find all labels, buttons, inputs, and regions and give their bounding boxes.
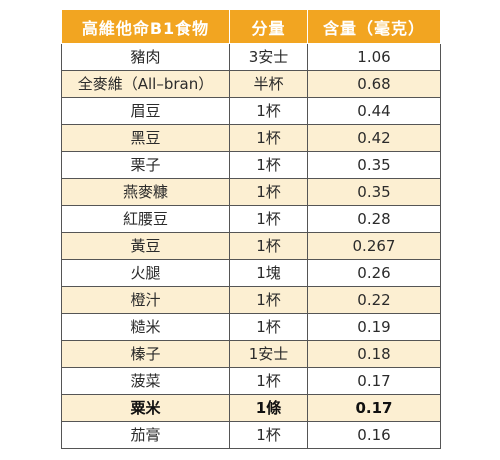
content-cell: 0.17 <box>307 367 441 395</box>
header-content: 含量（毫克） <box>307 9 441 44</box>
table-row: 栗子 1杯 0.35 <box>61 151 441 179</box>
content-cell: 0.68 <box>307 70 441 98</box>
food-cell: 栗子 <box>61 151 230 179</box>
content-cell: 0.18 <box>307 340 441 368</box>
amount-cell: 1杯 <box>229 232 308 260</box>
content-cell: 0.267 <box>307 232 441 260</box>
food-cell: 豬肉 <box>61 43 230 71</box>
content-cell: 0.22 <box>307 286 441 314</box>
table-header-row: 高維他命B1食物 分量 含量（毫克） <box>61 9 441 44</box>
amount-cell: 1杯 <box>229 286 308 314</box>
amount-cell: 1杯 <box>229 151 308 179</box>
amount-cell: 1杯 <box>229 421 308 449</box>
food-cell: 黃豆 <box>61 232 230 260</box>
content-cell: 0.35 <box>307 151 441 179</box>
content-cell: 0.16 <box>307 421 441 449</box>
header-food: 高維他命B1食物 <box>61 9 230 44</box>
amount-cell: 1塊 <box>229 259 308 287</box>
content-cell: 0.28 <box>307 205 441 233</box>
amount-cell: 1杯 <box>229 124 308 152</box>
amount-cell: 1條 <box>229 394 308 422</box>
table-row: 菠菜 1杯 0.17 <box>61 367 441 395</box>
content-cell: 0.26 <box>307 259 441 287</box>
food-cell: 全麥維（All–bran） <box>61 70 230 98</box>
amount-cell: 1杯 <box>229 97 308 125</box>
content-cell: 0.17 <box>307 394 441 422</box>
food-cell: 粟米 <box>61 394 230 422</box>
table-row: 燕麥糠 1杯 0.35 <box>61 178 441 206</box>
amount-cell: 1杯 <box>229 313 308 341</box>
table-row: 茄膏 1杯 0.16 <box>61 421 441 449</box>
food-cell: 火腿 <box>61 259 230 287</box>
food-cell: 眉豆 <box>61 97 230 125</box>
food-cell: 榛子 <box>61 340 230 368</box>
amount-cell: 1杯 <box>229 178 308 206</box>
content-cell: 0.42 <box>307 124 441 152</box>
food-cell: 紅腰豆 <box>61 205 230 233</box>
content-cell: 0.35 <box>307 178 441 206</box>
header-amount: 分量 <box>229 9 308 44</box>
table-row: 火腿 1塊 0.26 <box>61 259 441 287</box>
table-row: 黃豆 1杯 0.267 <box>61 232 441 260</box>
table-row: 榛子 1安士 0.18 <box>61 340 441 368</box>
content-cell: 0.19 <box>307 313 441 341</box>
content-cell: 1.06 <box>307 43 441 71</box>
table-row: 糙米 1杯 0.19 <box>61 313 441 341</box>
table-row: 眉豆 1杯 0.44 <box>61 97 441 125</box>
food-cell: 橙汁 <box>61 286 230 314</box>
vitamin-b1-foods-table: 高維他命B1食物 分量 含量（毫克） 豬肉 3安士 1.06 全麥維（All–b… <box>61 9 441 449</box>
table-row: 全麥維（All–bran） 半杯 0.68 <box>61 70 441 98</box>
amount-cell: 3安士 <box>229 43 308 71</box>
table-row-highlighted: 粟米 1條 0.17 <box>61 394 441 422</box>
amount-cell: 1杯 <box>229 205 308 233</box>
amount-cell: 1安士 <box>229 340 308 368</box>
table-row: 紅腰豆 1杯 0.28 <box>61 205 441 233</box>
food-cell: 糙米 <box>61 313 230 341</box>
content-cell: 0.44 <box>307 97 441 125</box>
amount-cell: 1杯 <box>229 367 308 395</box>
table-row: 黑豆 1杯 0.42 <box>61 124 441 152</box>
table-row: 橙汁 1杯 0.22 <box>61 286 441 314</box>
food-cell: 茄膏 <box>61 421 230 449</box>
food-cell: 黑豆 <box>61 124 230 152</box>
table-row: 豬肉 3安士 1.06 <box>61 43 441 71</box>
food-cell: 燕麥糠 <box>61 178 230 206</box>
amount-cell: 半杯 <box>229 70 308 98</box>
food-cell: 菠菜 <box>61 367 230 395</box>
